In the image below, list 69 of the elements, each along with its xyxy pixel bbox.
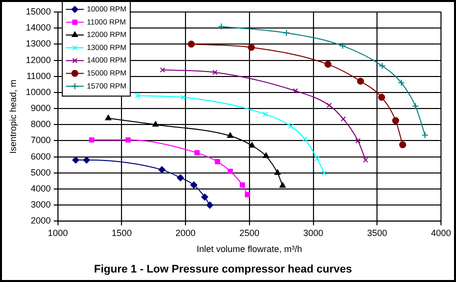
point: [105, 114, 112, 120]
point: [340, 116, 346, 122]
x-tick-label: 2500: [239, 228, 260, 238]
point: [399, 141, 406, 148]
y-tick-label: 11000: [26, 70, 51, 81]
point: [206, 202, 214, 209]
y-axis-title: Isentropic head, m: [8, 80, 18, 154]
y-tick-label: 6000: [30, 151, 51, 162]
point: [398, 79, 405, 86]
y-tick-label: 7000: [30, 135, 51, 146]
x-tick-label: 3000: [303, 228, 324, 238]
y-tick-label: 14000: [26, 22, 51, 33]
x-axis-title: Inlet volume flowrate, m³/h: [196, 244, 302, 254]
point: [378, 62, 386, 70]
point: [314, 156, 320, 162]
x-tick-label: 1000: [48, 228, 68, 238]
point: [212, 70, 218, 75]
y-tick-label: 8000: [30, 119, 51, 130]
point: [302, 136, 308, 142]
point: [240, 182, 246, 188]
y-tick-label: 9000: [30, 103, 51, 114]
point: [292, 88, 298, 94]
x-tick-label: 4000: [430, 228, 452, 238]
point: [214, 159, 220, 164]
point: [248, 142, 256, 148]
point: [135, 93, 140, 98]
point: [89, 137, 94, 143]
point: [274, 169, 281, 175]
y-tick-label: 2000: [30, 216, 51, 226]
point: [262, 112, 268, 117]
point: [227, 132, 234, 138]
point: [282, 29, 290, 36]
point: [125, 137, 131, 143]
point: [339, 42, 346, 50]
y-tick-label: 13000: [26, 38, 51, 49]
point: [194, 150, 200, 156]
point: [160, 67, 166, 73]
point: [248, 44, 255, 51]
point: [326, 102, 332, 108]
y-tick-label: 4000: [30, 184, 51, 194]
point: [378, 94, 386, 101]
point: [201, 194, 208, 201]
point: [324, 60, 332, 68]
point: [83, 156, 90, 164]
x-tick-label: 2000: [176, 228, 196, 238]
x-tick-label: 3500: [367, 228, 388, 238]
text: Figure 1 - Low Pressure compressor head curves: [94, 263, 352, 276]
point: [228, 168, 233, 174]
point: [72, 156, 80, 164]
point: [152, 121, 159, 127]
point: [244, 192, 250, 198]
point: [190, 181, 198, 188]
point: [188, 40, 195, 48]
point: [176, 174, 184, 182]
y-tick-label: 15000: [26, 6, 51, 16]
point: [280, 182, 286, 188]
point: [180, 94, 186, 100]
point: [412, 102, 419, 110]
point: [392, 117, 400, 124]
y-tick-label: 12000: [26, 54, 51, 65]
point: [158, 166, 166, 174]
y-tick-label: 5000: [30, 167, 51, 178]
x-tick-label: 1500: [112, 228, 132, 238]
point: [357, 78, 364, 85]
y-tick-label: 3000: [30, 200, 51, 210]
y-tick-label: 10000: [26, 86, 51, 97]
point: [355, 138, 361, 144]
point: [288, 124, 294, 129]
point: [262, 152, 270, 158]
